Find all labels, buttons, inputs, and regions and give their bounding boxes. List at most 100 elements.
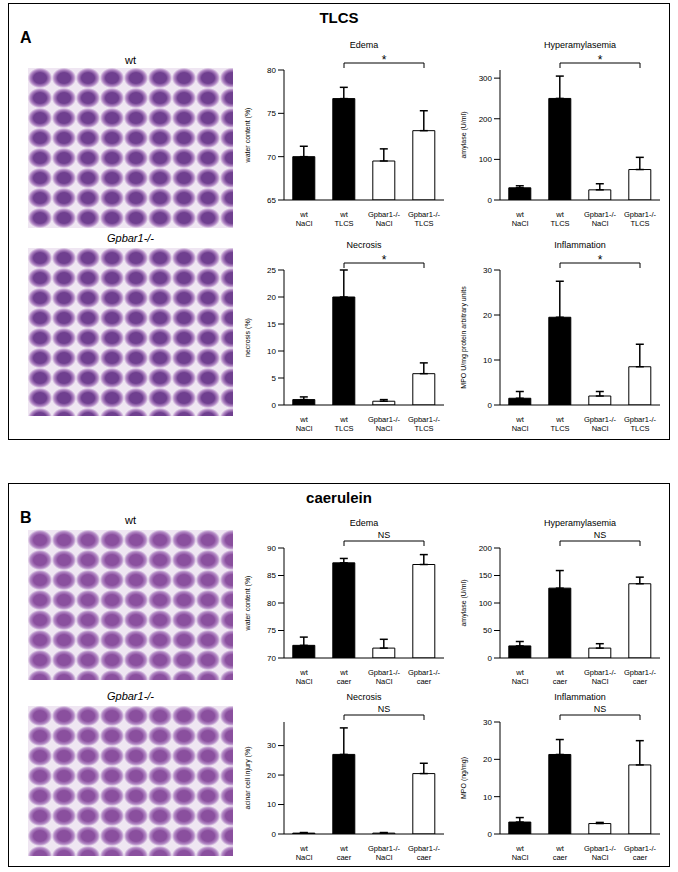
svg-text:wtcaer: wtcaer bbox=[553, 844, 568, 862]
svg-text:wtTLCS: wtTLCS bbox=[334, 415, 353, 433]
svg-text:Gpbar1-/-NaCl: Gpbar1-/-NaCl bbox=[368, 668, 401, 686]
svg-text:wtNaCl: wtNaCl bbox=[296, 210, 313, 228]
svg-text:*: * bbox=[382, 253, 387, 267]
svg-text:75: 75 bbox=[267, 626, 276, 635]
html-text:wt: wt bbox=[125, 54, 136, 66]
svg-text:Gpbar1-/-TLCS: Gpbar1-/-TLCS bbox=[624, 210, 657, 228]
svg-text:wtNaCl: wtNaCl bbox=[296, 415, 313, 433]
html-text:Edema: Edema bbox=[349, 40, 379, 50]
svg-text:Gpbar1-/-caer: Gpbar1-/-caer bbox=[624, 844, 657, 862]
svg-text:wtNaCl: wtNaCl bbox=[512, 210, 529, 228]
svg-text:water content (%): water content (%) bbox=[244, 576, 252, 632]
html-text:B: B bbox=[20, 509, 32, 526]
svg-text:30: 30 bbox=[483, 718, 492, 727]
html-text:Necrosis: Necrosis bbox=[346, 692, 382, 702]
svg-text:NS: NS bbox=[378, 704, 391, 714]
svg-text:70: 70 bbox=[267, 654, 276, 663]
html-text:caerulein: caerulein bbox=[306, 489, 372, 506]
html-text:A: A bbox=[20, 29, 32, 46]
html-text:Inflammation: Inflammation bbox=[554, 692, 606, 702]
svg-text:Gpbar1-/-NaCl: Gpbar1-/-NaCl bbox=[584, 668, 617, 686]
svg-text:Gpbar1-/-NaCl: Gpbar1-/-NaCl bbox=[584, 844, 617, 862]
svg-text:70: 70 bbox=[267, 153, 276, 162]
svg-text:Gpbar1-/-caer: Gpbar1-/-caer bbox=[408, 668, 441, 686]
svg-text:*: * bbox=[382, 53, 387, 67]
svg-text:wtcaer: wtcaer bbox=[337, 844, 352, 862]
svg-text:20: 20 bbox=[267, 771, 276, 780]
svg-text:10: 10 bbox=[267, 347, 276, 356]
svg-text:200: 200 bbox=[479, 544, 493, 553]
svg-text:wtNaCl: wtNaCl bbox=[512, 844, 529, 862]
svg-text:10: 10 bbox=[267, 800, 276, 809]
svg-text:Gpbar1-/-TLCS: Gpbar1-/-TLCS bbox=[408, 210, 441, 228]
svg-text:MPO U/mg protein arbitrary uni: MPO U/mg protein arbitrary units bbox=[460, 286, 468, 389]
svg-text:30: 30 bbox=[483, 266, 492, 275]
svg-text:0: 0 bbox=[272, 401, 277, 410]
svg-text:amylase (U/ml): amylase (U/ml) bbox=[460, 579, 468, 626]
svg-text:Gpbar1-/-TLCS: Gpbar1-/-TLCS bbox=[624, 415, 657, 433]
svg-text:300: 300 bbox=[479, 74, 493, 83]
svg-text:acinar cell injury (%): acinar cell injury (%) bbox=[244, 746, 252, 809]
svg-text:wtNaCl: wtNaCl bbox=[512, 415, 529, 433]
svg-text:*: * bbox=[598, 53, 603, 67]
svg-text:90: 90 bbox=[267, 544, 276, 553]
svg-text:amylase (U/ml): amylase (U/ml) bbox=[460, 111, 468, 158]
svg-text:wtNaCl: wtNaCl bbox=[296, 668, 313, 686]
svg-text:20: 20 bbox=[483, 311, 492, 320]
svg-text:wtTLCS: wtTLCS bbox=[550, 415, 569, 433]
svg-text:necrosis (%): necrosis (%) bbox=[244, 318, 252, 357]
html-text:Hyperamylasemia: Hyperamylasemia bbox=[544, 518, 616, 528]
svg-text:50: 50 bbox=[483, 626, 492, 635]
svg-text:0: 0 bbox=[272, 830, 277, 839]
svg-text:Gpbar1-/-caer: Gpbar1-/-caer bbox=[408, 844, 441, 862]
svg-text:wtcaer: wtcaer bbox=[337, 668, 352, 686]
svg-text:10: 10 bbox=[483, 356, 492, 365]
svg-text:Gpbar1-/-NaCl: Gpbar1-/-NaCl bbox=[584, 415, 617, 433]
svg-text:5: 5 bbox=[272, 374, 277, 383]
html-text:Necrosis: Necrosis bbox=[346, 240, 382, 250]
svg-text:0: 0 bbox=[488, 401, 493, 410]
svg-text:*: * bbox=[598, 253, 603, 267]
html-text:Hyperamylasemia: Hyperamylasemia bbox=[544, 40, 616, 50]
svg-text:10: 10 bbox=[483, 793, 492, 802]
svg-text:150: 150 bbox=[479, 571, 493, 580]
svg-text:Gpbar1-/-NaCl: Gpbar1-/-NaCl bbox=[368, 415, 401, 433]
svg-text:Gpbar1-/-NaCl: Gpbar1-/-NaCl bbox=[584, 210, 617, 228]
svg-text:Gpbar1-/-TLCS: Gpbar1-/-TLCS bbox=[408, 415, 441, 433]
svg-text:100: 100 bbox=[479, 155, 493, 164]
svg-text:water content (%): water content (%) bbox=[244, 108, 252, 164]
svg-text:15: 15 bbox=[267, 320, 276, 329]
svg-text:0: 0 bbox=[488, 196, 493, 205]
svg-text:0: 0 bbox=[488, 654, 493, 663]
svg-text:wtTLCS: wtTLCS bbox=[334, 210, 353, 228]
svg-text:200: 200 bbox=[479, 115, 493, 124]
svg-text:85: 85 bbox=[267, 571, 276, 580]
html-text:Gpbar1-/-: Gpbar1-/- bbox=[107, 232, 154, 244]
svg-text:NS: NS bbox=[378, 530, 391, 540]
svg-text:80: 80 bbox=[267, 599, 276, 608]
svg-text:Gpbar1-/-NaCl: Gpbar1-/-NaCl bbox=[368, 210, 401, 228]
svg-text:100: 100 bbox=[479, 599, 493, 608]
svg-text:20: 20 bbox=[267, 293, 276, 302]
html-text:wt: wt bbox=[125, 514, 136, 526]
svg-text:75: 75 bbox=[267, 109, 276, 118]
html-text:Edema: Edema bbox=[349, 518, 379, 528]
svg-text:wtNaCl: wtNaCl bbox=[512, 668, 529, 686]
svg-text:65: 65 bbox=[267, 196, 276, 205]
svg-text:80: 80 bbox=[267, 66, 276, 75]
html-text:TLCS: TLCS bbox=[319, 9, 359, 26]
html-text:Gpbar1-/-: Gpbar1-/- bbox=[107, 690, 154, 702]
svg-text:wtTLCS: wtTLCS bbox=[550, 210, 569, 228]
svg-text:wtcaer: wtcaer bbox=[553, 668, 568, 686]
svg-text:MPO (ng/mg): MPO (ng/mg) bbox=[460, 757, 468, 799]
svg-text:20: 20 bbox=[483, 755, 492, 764]
html-text:Inflammation: Inflammation bbox=[554, 240, 606, 250]
svg-text:Gpbar1-/-caer: Gpbar1-/-caer bbox=[624, 668, 657, 686]
svg-text:0: 0 bbox=[488, 830, 493, 839]
svg-text:30: 30 bbox=[267, 741, 276, 750]
svg-text:NS: NS bbox=[594, 530, 607, 540]
svg-text:25: 25 bbox=[267, 266, 276, 275]
svg-text:NS: NS bbox=[594, 704, 607, 714]
svg-text:wtNaCl: wtNaCl bbox=[296, 844, 313, 862]
svg-text:Gpbar1-/-NaCl: Gpbar1-/-NaCl bbox=[368, 844, 401, 862]
